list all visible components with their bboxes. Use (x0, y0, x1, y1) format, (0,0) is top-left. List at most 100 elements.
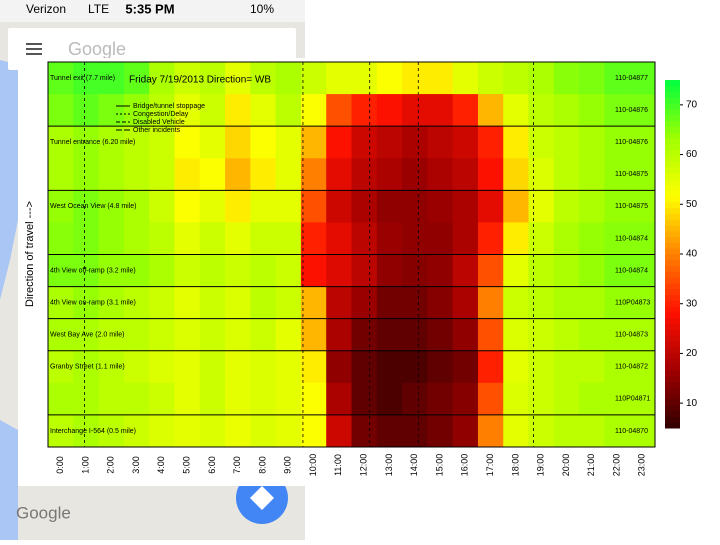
heat-cell (275, 382, 302, 416)
heat-cell (351, 190, 378, 223)
heat-cell (528, 62, 555, 95)
x-tick-label: 7:00 (232, 456, 242, 474)
colorbar-segment (665, 341, 680, 348)
heat-cell (326, 190, 352, 223)
detector-label: 110-04874 (615, 267, 648, 274)
heat-cell (579, 382, 605, 416)
detector-label: 110-04875 (615, 171, 648, 178)
colorbar-segment (665, 109, 680, 116)
heat-cell (604, 158, 631, 191)
heat-cell (300, 222, 327, 255)
heat-cell (174, 382, 201, 416)
colorbar-segment (665, 283, 680, 290)
heat-cell (149, 318, 175, 352)
heat-cell (174, 318, 201, 352)
heat-cell (199, 126, 226, 159)
heat-cell (149, 126, 175, 159)
heat-cell (199, 382, 226, 416)
heat-cell (225, 222, 251, 255)
heat-cell (553, 190, 580, 223)
heat-cell (48, 414, 74, 448)
heat-cell (351, 158, 378, 191)
detector-label: 110P04871 (615, 396, 650, 403)
heat-cell (174, 286, 201, 320)
heat-cell (528, 286, 555, 320)
heat-cell (326, 286, 352, 320)
location-label: West Ocean View (4.8 mile) (50, 203, 137, 210)
heat-cell (250, 318, 277, 352)
heat-cell (452, 190, 479, 223)
plot-frame (47, 61, 656, 448)
heat-cell (48, 382, 74, 416)
heat-cell (427, 158, 454, 191)
heat-cell (629, 414, 656, 448)
x-tick-label: 15:00 (434, 454, 444, 477)
heat-cell (149, 222, 175, 255)
heat-cell (300, 350, 327, 384)
heat-cell (199, 62, 226, 95)
heat-cell (149, 254, 175, 288)
heat-cell (275, 414, 302, 448)
colorbar-segment (665, 416, 680, 423)
colorbar-segment (665, 225, 680, 232)
heat-cell (402, 254, 428, 288)
heat-cell (73, 382, 100, 416)
heat-cell (98, 62, 125, 95)
heat-cell (174, 158, 201, 191)
heat-cell (629, 382, 656, 416)
heat-cell (326, 318, 352, 352)
colorbar-segment (665, 277, 680, 284)
heat-cell (73, 318, 100, 352)
heat-cell (225, 62, 251, 95)
x-tick-label: 12:00 (359, 454, 369, 477)
colorbar-segment (665, 422, 680, 429)
location-label: Tunnel entrance (6.20 mile) (50, 139, 135, 146)
heat-cell (351, 350, 378, 384)
heat-cell (300, 382, 327, 416)
heat-cell (300, 126, 327, 159)
heat-cell (376, 286, 403, 320)
heat-cell (225, 158, 251, 191)
heat-cell (300, 254, 327, 288)
heat-cell (579, 254, 605, 288)
heat-cell (579, 286, 605, 320)
heat-cell (225, 382, 251, 416)
heat-cell (477, 350, 504, 384)
heat-cell (553, 318, 580, 352)
heat-cell (225, 126, 251, 159)
heat-cell (452, 382, 479, 416)
heat-cell (452, 62, 479, 95)
heat-cell (579, 62, 605, 95)
colorbar-segment (665, 138, 680, 145)
x-tick-label: 23:00 (637, 454, 647, 477)
time: 5:35 PM (125, 1, 174, 16)
heat-cell (629, 190, 656, 223)
heat-cell (553, 62, 580, 95)
heat-cell (174, 350, 201, 384)
heat-cell (604, 254, 631, 288)
heat-cell (174, 62, 201, 95)
x-tick-label: 1:00 (80, 456, 90, 474)
colorbar-segment (665, 80, 680, 87)
heat-cell (300, 158, 327, 191)
heat-cell (275, 254, 302, 288)
colorbar-segment (665, 329, 680, 336)
heat-cell (326, 126, 352, 159)
colorbar-segment (665, 410, 680, 417)
legend-label: Congestion/Delay (133, 111, 189, 118)
heat-cell (326, 94, 352, 127)
heat-cell (402, 382, 428, 416)
colorbar-segment (665, 352, 680, 359)
heat-cell (275, 222, 302, 255)
heat-cell (402, 126, 428, 159)
colorbar-segment (665, 91, 680, 98)
carrier: Verizon (26, 2, 66, 16)
heat-cell (376, 318, 403, 352)
heat-cell (98, 158, 125, 191)
heat-cell (199, 318, 226, 352)
heat-cell (629, 254, 656, 288)
water (0, 420, 18, 540)
heat-cell (477, 62, 504, 95)
heat-cell (528, 382, 555, 416)
menu-icon[interactable] (26, 43, 42, 55)
